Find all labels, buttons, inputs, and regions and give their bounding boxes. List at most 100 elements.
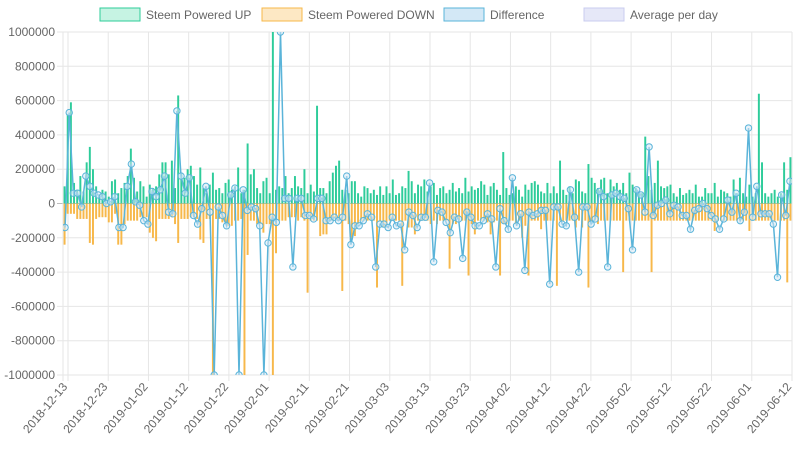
bar-up (376, 194, 378, 204)
difference-point (86, 182, 94, 191)
bar-down (773, 203, 776, 221)
bar-down (142, 203, 145, 218)
difference-point (587, 220, 595, 228)
bar-up (442, 186, 445, 204)
difference-point (591, 215, 599, 223)
bar-up (656, 160, 659, 204)
bar-down (571, 203, 574, 221)
bar-down (432, 203, 435, 221)
bar-up (574, 179, 577, 204)
y-tick-label: 200000 (15, 162, 55, 176)
bar-down (180, 203, 183, 219)
bar-up (224, 182, 227, 204)
legend-swatch[interactable] (261, 7, 303, 22)
difference-point (483, 210, 492, 218)
legend-swatch[interactable] (443, 7, 485, 22)
bar-up (565, 194, 568, 204)
bar-down (73, 203, 76, 214)
bar-down (587, 203, 590, 288)
difference-point (338, 213, 347, 221)
difference-point (740, 208, 749, 216)
bar-up (559, 160, 562, 204)
bar-down (312, 203, 315, 221)
bar-up (413, 193, 416, 204)
bar-down (726, 203, 729, 221)
bar-down (107, 203, 110, 223)
bar-up (480, 181, 483, 204)
bar-down (158, 203, 161, 219)
bar-down (612, 203, 615, 221)
legend[interactable]: Steem Powered UP Steem Powered DOWN Differ… (99, 7, 718, 22)
bar-up (407, 170, 410, 204)
bar-up (745, 196, 748, 204)
bar-down (199, 203, 202, 240)
difference-point (711, 215, 720, 223)
bar-up (312, 191, 315, 204)
difference-point (699, 199, 707, 208)
x-axis: 2018-12-132018-12-232019-01-022019-01-12… (20, 380, 794, 436)
bar-down (559, 203, 562, 221)
bar-down (293, 203, 296, 218)
bar-up (423, 179, 426, 204)
bar-up (196, 184, 199, 204)
difference-point (674, 203, 682, 211)
bar-down (98, 203, 101, 218)
bar-down (186, 203, 189, 219)
bar-up (470, 186, 473, 204)
bar-down (622, 203, 625, 273)
bar-down (76, 203, 79, 219)
bar-up (114, 179, 117, 204)
bar-up (527, 189, 530, 204)
bar-up (524, 184, 527, 204)
difference-point (777, 191, 786, 199)
bar-down (382, 203, 385, 228)
difference-point (268, 213, 276, 221)
bar-down (249, 203, 252, 221)
bar-down (319, 203, 322, 237)
bar-down (391, 203, 394, 221)
bar-up (353, 181, 356, 204)
bar-up (660, 186, 663, 204)
difference-point (210, 371, 218, 375)
difference-point (512, 222, 521, 230)
bar-down (287, 203, 290, 218)
difference-point (63, 223, 69, 232)
legend-label[interactable]: Difference (490, 8, 545, 22)
bar-up (492, 182, 495, 204)
bar-up (369, 193, 372, 204)
legend-swatch[interactable] (583, 7, 625, 22)
difference-point (732, 189, 740, 197)
bar-down (66, 203, 69, 214)
difference-point (347, 240, 355, 249)
bar-down (625, 203, 628, 221)
bar-up (454, 191, 457, 204)
bar-down (88, 203, 91, 243)
bar-up (123, 182, 126, 204)
legend-label[interactable]: Average per day (630, 8, 718, 22)
bar-up (208, 184, 211, 204)
bar-up (552, 186, 555, 204)
bar-up (129, 148, 132, 204)
legend-label[interactable]: Steem Powered UP (146, 8, 251, 22)
bar-up (256, 188, 259, 204)
y-tick-label: -200000 (11, 231, 55, 245)
difference-point (508, 174, 517, 182)
bar-up (518, 189, 520, 204)
legend-swatch[interactable] (99, 7, 141, 22)
difference-point (583, 203, 591, 211)
bar-up (360, 196, 363, 204)
legend-label[interactable]: Steem Powered DOWN (308, 8, 435, 22)
bar-down (275, 203, 277, 254)
bar-up (647, 176, 650, 204)
bar-down (79, 203, 82, 219)
bar-up (720, 189, 722, 204)
bar-down (331, 203, 334, 221)
difference-point (595, 187, 604, 196)
difference-point (239, 186, 247, 194)
bar-up (508, 194, 511, 204)
bar-down (148, 203, 151, 233)
bar-up (410, 181, 413, 204)
difference-point (753, 182, 761, 191)
difference-point (666, 210, 674, 218)
difference-point (185, 174, 194, 182)
